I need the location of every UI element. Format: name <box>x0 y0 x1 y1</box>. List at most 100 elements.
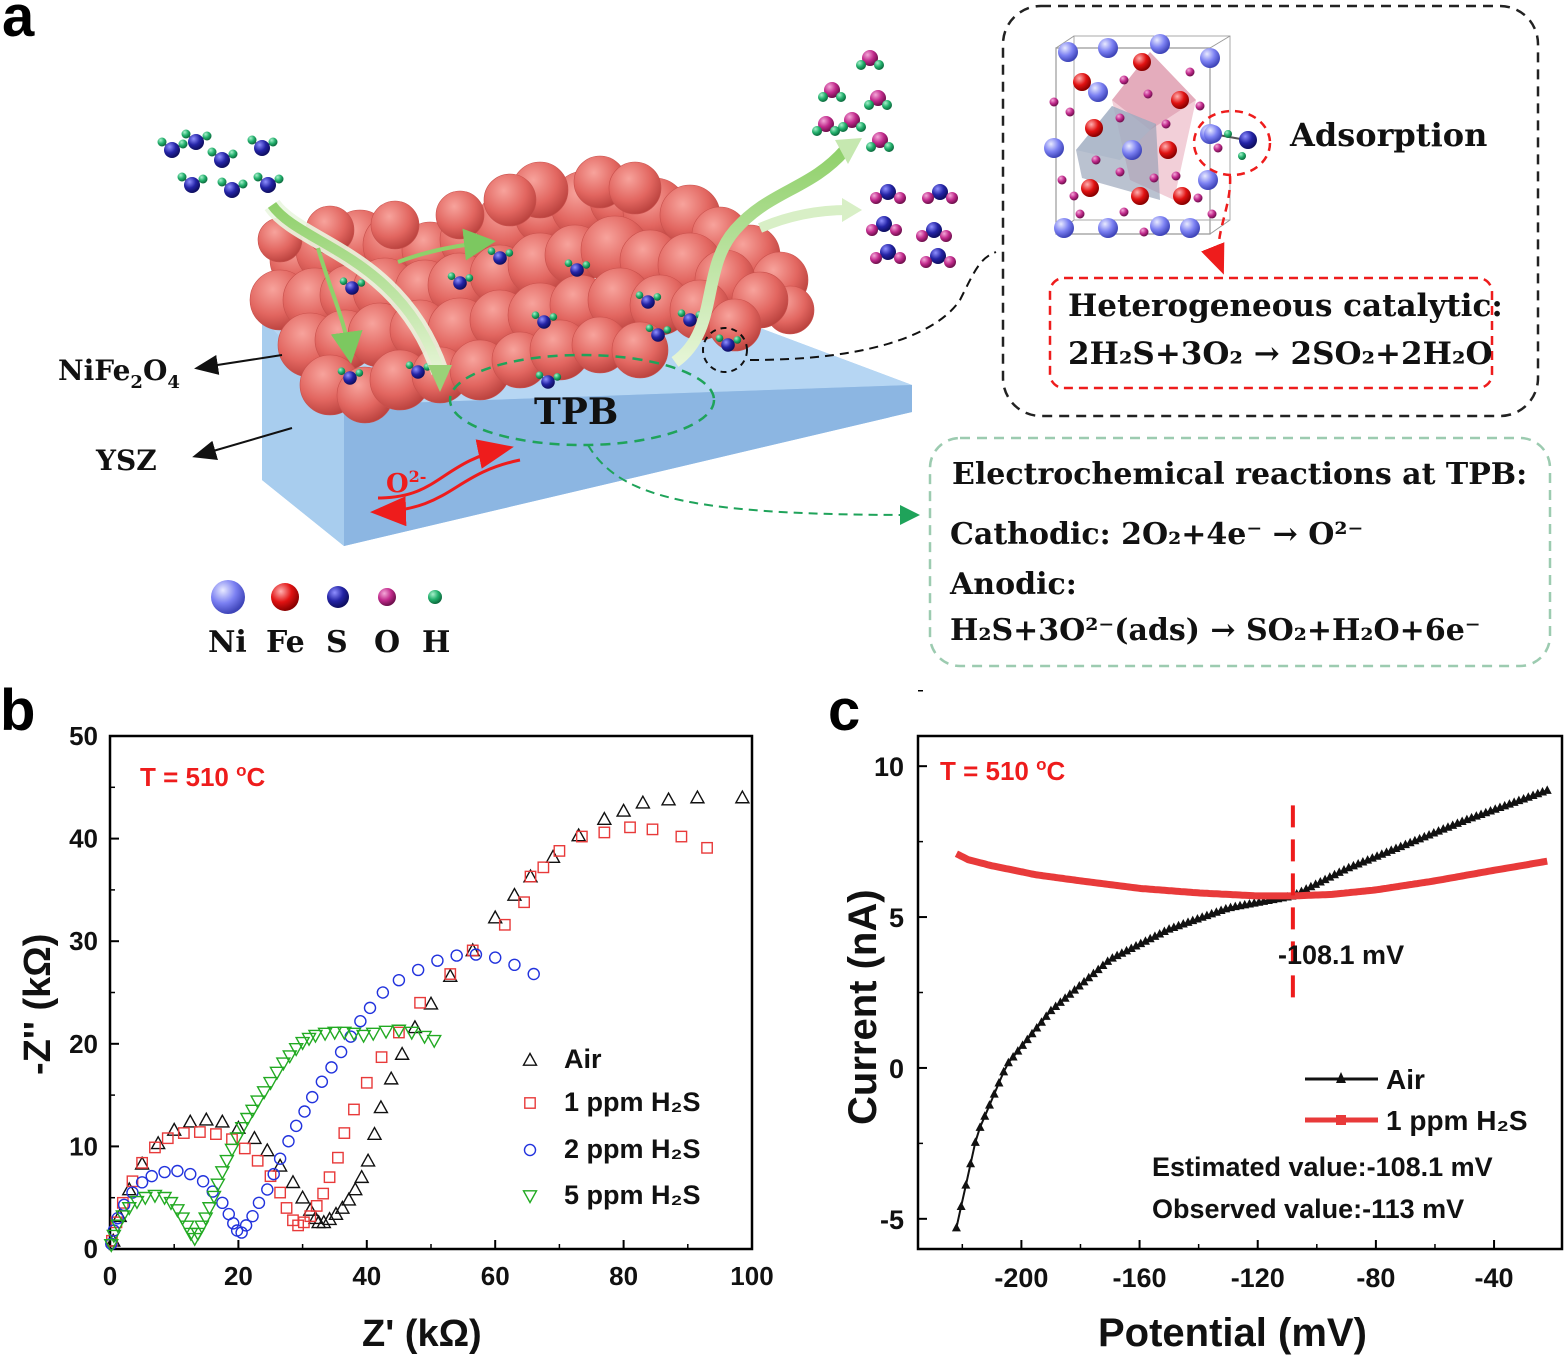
o-atom <box>870 192 882 204</box>
data-point <box>285 1174 301 1189</box>
plot-b-series <box>103 789 751 1253</box>
data-point <box>288 1043 304 1057</box>
h-atom <box>882 100 892 110</box>
o-atom <box>946 192 958 204</box>
nife2o4-particle <box>435 190 485 240</box>
s-atom <box>930 248 946 264</box>
data-point <box>989 1089 999 1098</box>
legend-marker-h2s <box>1336 1115 1346 1125</box>
o-atom <box>1119 75 1129 85</box>
y-tick-label: 0 <box>889 1054 904 1084</box>
h-atom <box>549 313 558 321</box>
panel-c-label: c <box>828 678 860 743</box>
legend-entry: 2 ppm H₂S <box>564 1134 701 1164</box>
data-point <box>214 1166 231 1180</box>
h-atom <box>1238 152 1246 160</box>
data-point <box>121 1181 137 1196</box>
data-point <box>210 1178 226 1193</box>
data-point <box>1315 876 1325 886</box>
h-atom <box>247 135 257 145</box>
plot-c-annotation: -108.1 mV <box>1278 940 1404 970</box>
data-point <box>197 1212 214 1227</box>
data-point <box>1036 1017 1046 1026</box>
s-atom <box>651 328 665 342</box>
data-point <box>121 1202 137 1216</box>
fe-atom <box>1085 119 1103 137</box>
s-atom <box>184 177 200 193</box>
o-atom <box>894 192 906 204</box>
s-atom <box>926 222 942 238</box>
data-point <box>1311 879 1321 888</box>
plot-b-legend: Air 1 ppm H₂S 2 ppm H₂S 5 ppm H₂S <box>522 1044 701 1210</box>
series-0 <box>951 785 1552 1232</box>
o-atom <box>870 90 886 106</box>
data-point <box>1325 872 1335 881</box>
zoom-connector <box>749 251 997 361</box>
h-atom <box>830 126 840 136</box>
o-atom <box>824 82 840 98</box>
data-point <box>179 1220 195 1235</box>
legend-entry: Air <box>564 1044 602 1074</box>
x-tick-label: -200 <box>994 1263 1048 1293</box>
ni-atom <box>1054 218 1074 238</box>
fe-atom-swatch <box>271 583 299 611</box>
y-tick-label: 30 <box>69 926 98 956</box>
data-point <box>450 949 463 962</box>
data-point <box>137 1191 153 1206</box>
data-point <box>135 1176 149 1189</box>
data-point <box>1131 941 1141 950</box>
data-point <box>282 1135 295 1148</box>
data-point <box>317 1027 333 1042</box>
data-point <box>196 1175 210 1188</box>
data-point <box>321 1211 338 1226</box>
ni-atom <box>1058 42 1078 62</box>
data-point <box>1013 1046 1023 1055</box>
o-atom <box>1193 193 1203 203</box>
data-point <box>161 1132 174 1145</box>
data-point <box>1070 985 1080 994</box>
data-point <box>249 1095 266 1110</box>
data-point <box>171 1164 184 1178</box>
h-atom <box>838 122 848 132</box>
data-point <box>272 1157 288 1172</box>
adsorption-site-marker <box>702 327 748 373</box>
h-atom <box>337 367 346 376</box>
hetero-title: Heterogeneous catalytic: <box>1068 288 1503 324</box>
data-point <box>999 1066 1009 1076</box>
h-atom <box>157 137 167 147</box>
data-point <box>229 1132 245 1147</box>
electro-title: Electrochemical reactions at TPB: <box>952 457 1527 492</box>
o-atom <box>922 192 934 204</box>
h-atom <box>357 279 366 287</box>
data-point <box>1084 972 1094 982</box>
data-point <box>994 1077 1004 1087</box>
o-atom <box>818 116 834 132</box>
data-point <box>177 1127 190 1139</box>
data-point <box>338 1127 351 1139</box>
o-atom <box>870 252 882 264</box>
plot-b-xlabel: Z' (kΩ) <box>362 1313 482 1355</box>
legend-ni: Ni <box>208 625 247 660</box>
data-point <box>1301 884 1311 893</box>
data-point <box>147 1189 163 1204</box>
data-point <box>307 1029 324 1044</box>
data-point <box>1126 943 1136 952</box>
data-point <box>252 1196 266 1210</box>
data-point <box>280 1202 293 1214</box>
data-point <box>416 1030 433 1045</box>
x-tick-label: 60 <box>481 1261 510 1291</box>
s-atom <box>254 140 270 156</box>
data-point <box>1140 936 1150 945</box>
data-point <box>273 1152 287 1165</box>
h-atom <box>733 336 742 344</box>
o-atom <box>1049 97 1059 107</box>
data-point <box>297 1216 310 1229</box>
legend-entry: 1 ppm H₂S <box>564 1087 701 1117</box>
data-point <box>956 1201 966 1210</box>
data-point <box>219 1154 235 1169</box>
h-atom <box>645 324 654 333</box>
data-point <box>570 827 587 842</box>
data-point <box>334 1200 351 1214</box>
data-point <box>537 861 550 874</box>
data-point <box>1098 960 1108 969</box>
